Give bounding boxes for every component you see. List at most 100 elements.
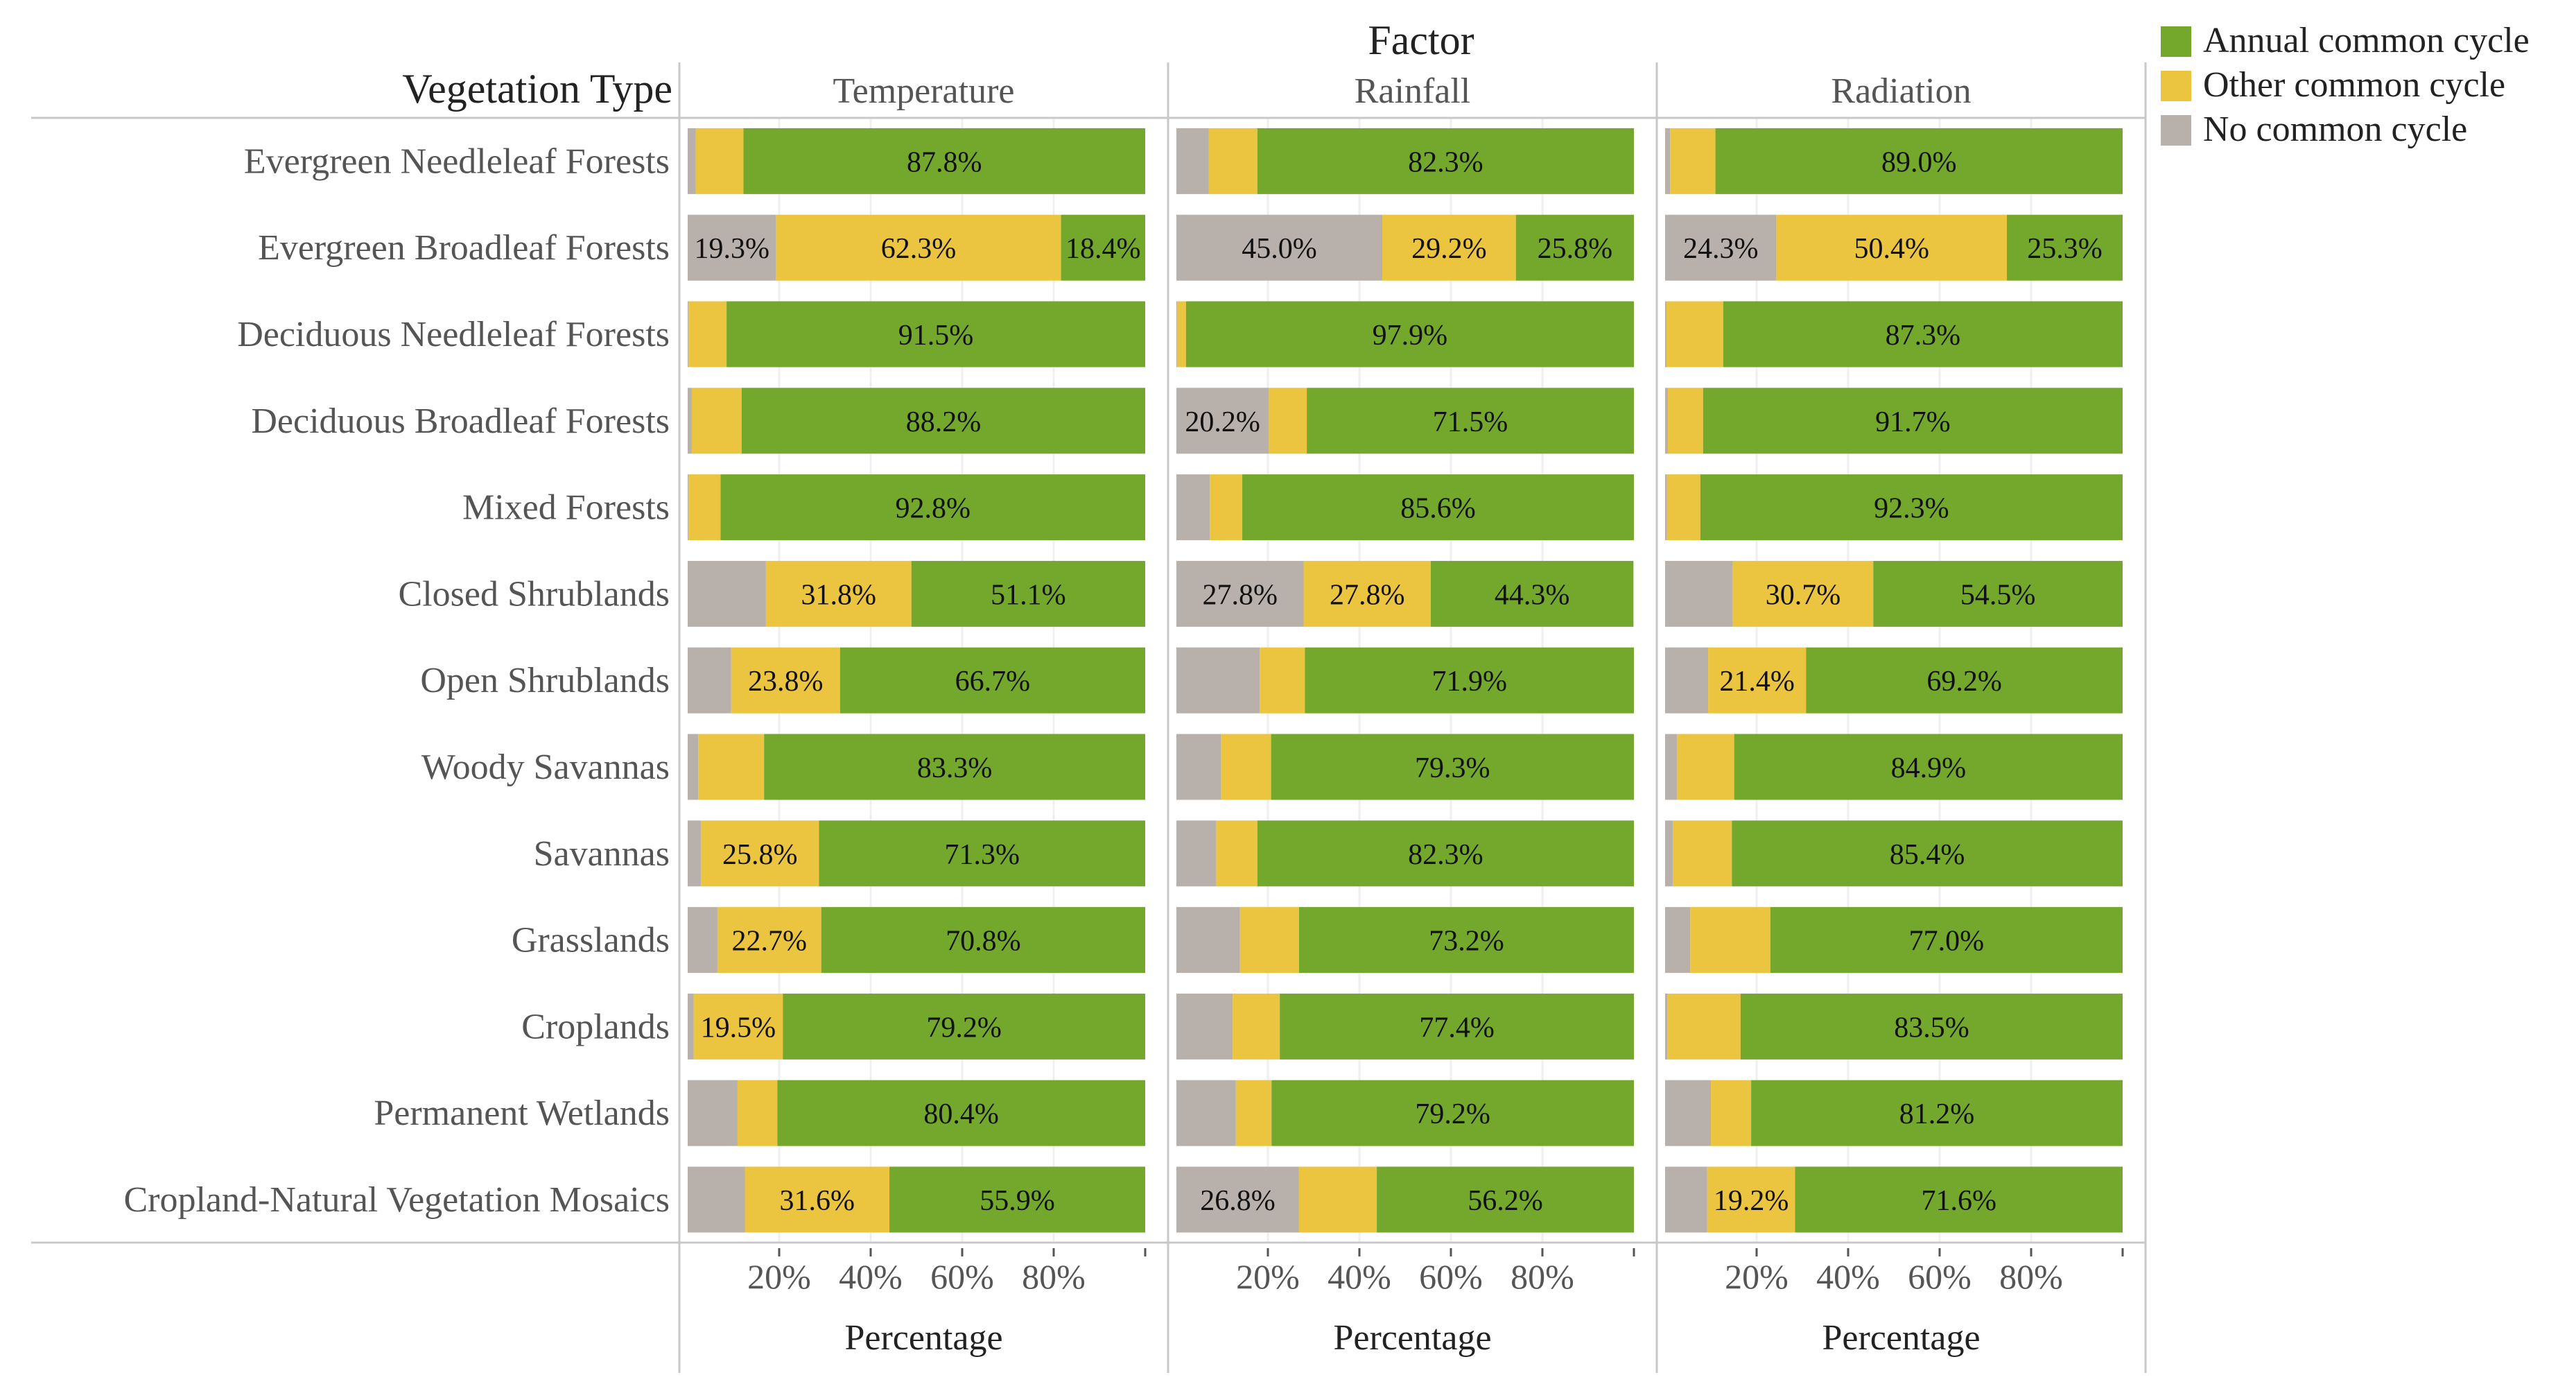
bar-radiation-no-common-cycle-grasslands (1665, 907, 1691, 974)
data-label-temperature-annual-common-cycle: 92.8% (896, 493, 971, 525)
bar-temperature-annual-common-cycle-croplands (783, 993, 1145, 1060)
bar-rainfall-annual-common-cycle-deciduous-broadleaf-forests (1307, 388, 1634, 454)
data-label-radiation-annual-common-cycle: 92.3% (1874, 493, 1949, 525)
bar-rainfall-other-common-cycle-woody-savannas (1221, 734, 1271, 800)
bar-rainfall-no-common-cycle-deciduous-broadleaf-forests (1176, 388, 1269, 454)
data-label-rainfall-annual-common-cycle: 82.3% (1408, 839, 1483, 871)
data-label-temperature-other-common-cycle: 62.3% (881, 233, 957, 265)
bar-radiation-no-common-cycle-deciduous-broadleaf-forests (1665, 388, 1668, 454)
legend-label-no-common-cycle: No common cycle (2203, 110, 2467, 149)
bar-rainfall-annual-common-cycle-open-shrublands (1305, 647, 1634, 714)
bar-radiation-other-common-cycle-deciduous-broadleaf-forests (1667, 388, 1703, 454)
bar-rainfall-other-common-cycle-open-shrublands (1260, 647, 1305, 714)
bar-temperature-no-common-cycle-croplands (688, 993, 694, 1060)
bar-radiation-other-common-cycle-open-shrublands (1708, 647, 1807, 714)
x-axis-label-rainfall: Percentage (1333, 1318, 1491, 1358)
bar-radiation-no-common-cycle-savannas (1665, 820, 1673, 887)
bar-temperature-no-common-cycle-closed-shrublands (688, 560, 766, 627)
data-label-temperature-annual-common-cycle: 70.8% (946, 926, 1021, 958)
data-label-radiation-annual-common-cycle: 69.2% (1926, 666, 2002, 698)
data-label-temperature-annual-common-cycle: 66.7% (955, 666, 1031, 698)
category-label-croplands: Croplands (521, 1007, 670, 1046)
bar-radiation-annual-common-cycle-evergreen-needleleaf-forests (1715, 128, 2123, 194)
bar-temperature-annual-common-cycle-mixed-forests (720, 474, 1145, 541)
data-label-temperature-annual-common-cycle: 88.2% (906, 406, 982, 438)
data-label-radiation-other-common-cycle: 21.4% (1719, 666, 1795, 698)
bar-rainfall-no-common-cycle-open-shrublands (1176, 647, 1260, 714)
bar-temperature-annual-common-cycle-savannas (819, 820, 1145, 887)
data-label-radiation-annual-common-cycle: 54.5% (1960, 579, 2036, 611)
data-label-temperature-annual-common-cycle: 79.2% (926, 1012, 1002, 1044)
x-tick-label: 20% (747, 1257, 811, 1296)
chart-title: Factor (1368, 17, 1474, 63)
x-tick-label: 60% (930, 1257, 994, 1296)
data-label-temperature-other-common-cycle: 23.8% (748, 666, 824, 698)
data-label-radiation-annual-common-cycle: 87.3% (1886, 320, 1961, 352)
data-label-rainfall-no-common-cycle: 27.8% (1202, 579, 1278, 611)
data-label-radiation-annual-common-cycle: 84.9% (1891, 752, 1967, 784)
bar-temperature-no-common-cycle-woody-savannas (688, 734, 699, 800)
data-label-rainfall-annual-common-cycle: 79.3% (1415, 752, 1490, 784)
data-label-radiation-annual-common-cycle: 77.0% (1909, 926, 1985, 958)
bar-radiation-other-common-cycle-permanent-wetlands (1711, 1080, 1752, 1146)
data-label-temperature-annual-common-cycle: 87.8% (907, 146, 982, 178)
bar-temperature-no-common-cycle-savannas (688, 820, 702, 887)
bar-temperature-other-common-cycle-savannas (701, 820, 819, 887)
bar-radiation-other-common-cycle-evergreen-broadleaf-forests (1776, 214, 2008, 281)
category-label-deciduous-needleleaf-forests: Deciduous Needleleaf Forests (237, 315, 670, 354)
bar-radiation-other-common-cycle-cropland-natural-vegetation-mosaics (1707, 1166, 1795, 1233)
bar-radiation-annual-common-cycle-grasslands (1770, 907, 2123, 974)
data-label-temperature-other-common-cycle: 31.6% (780, 1185, 855, 1217)
bar-radiation-annual-common-cycle-permanent-wetlands (1751, 1080, 2123, 1146)
bar-radiation-annual-common-cycle-deciduous-broadleaf-forests (1703, 388, 2123, 454)
bar-temperature-other-common-cycle-cropland-natural-vegetation-mosaics (745, 1166, 890, 1233)
bar-radiation-annual-common-cycle-open-shrublands (1806, 647, 2123, 714)
bar-temperature-annual-common-cycle-open-shrublands (839, 647, 1145, 714)
bar-rainfall-other-common-cycle-closed-shrublands (1303, 560, 1431, 627)
x-axis-label-radiation: Percentage (1822, 1318, 1980, 1358)
bar-rainfall-no-common-cycle-evergreen-needleleaf-forests (1176, 128, 1209, 194)
x-tick-label: 80% (1022, 1257, 1086, 1296)
data-label-radiation-other-common-cycle: 19.2% (1714, 1185, 1789, 1217)
data-label-temperature-annual-common-cycle: 91.5% (898, 320, 974, 352)
data-label-temperature-other-common-cycle: 22.7% (732, 926, 808, 958)
data-label-rainfall-annual-common-cycle: 82.3% (1408, 146, 1483, 178)
facet-title-temperature: Temperature (833, 71, 1015, 111)
data-label-radiation-annual-common-cycle: 91.7% (1875, 406, 1951, 438)
bar-rainfall-no-common-cycle-cropland-natural-vegetation-mosaics (1176, 1166, 1299, 1233)
bar-temperature-annual-common-cycle-grasslands (821, 907, 1145, 974)
category-label-savannas: Savannas (534, 834, 670, 874)
bar-rainfall-annual-common-cycle-grasslands (1298, 907, 1634, 974)
bar-temperature-other-common-cycle-open-shrublands (731, 647, 840, 714)
frame-layer (31, 62, 2147, 1373)
bar-radiation-annual-common-cycle-croplands (1740, 993, 2123, 1060)
x-tick-label: 20% (1725, 1257, 1789, 1296)
data-label-temperature-annual-common-cycle: 80.4% (923, 1098, 999, 1130)
category-label-evergreen-needleleaf-forests: Evergreen Needleleaf Forests (244, 141, 670, 181)
data-label-temperature-annual-common-cycle: 71.3% (944, 839, 1020, 871)
data-label-rainfall-other-common-cycle: 27.8% (1330, 579, 1405, 611)
bar-temperature-other-common-cycle-closed-shrublands (765, 560, 912, 627)
x-tick-label: 80% (1511, 1257, 1574, 1296)
bar-rainfall-other-common-cycle-deciduous-needleleaf-forests (1177, 301, 1186, 368)
x-tick-label: 40% (1816, 1257, 1880, 1296)
text-layer: Factor Vegetation Type Evergreen Needlel… (123, 17, 2062, 1358)
bar-temperature-annual-common-cycle-permanent-wetlands (777, 1080, 1145, 1146)
bar-rainfall-no-common-cycle-evergreen-broadleaf-forests (1176, 214, 1382, 281)
bar-radiation-no-common-cycle-deciduous-needleleaf-forests (1665, 301, 1666, 368)
data-label-rainfall-annual-common-cycle: 25.8% (1538, 233, 1613, 265)
label-layer: 19.3% 87.8% 62.3% 18.4% 91.5% 88.2% 92.8% 31.8%… (694, 146, 2102, 1217)
data-label-radiation-annual-common-cycle: 25.3% (2027, 233, 2103, 265)
bar-rainfall-annual-common-cycle-deciduous-needleleaf-forests (1185, 301, 1634, 368)
bar-rainfall-annual-common-cycle-evergreen-broadleaf-forests (1515, 214, 1634, 281)
x-tick-label: 40% (839, 1257, 903, 1296)
bar-rainfall-annual-common-cycle-croplands (1280, 993, 1634, 1060)
bar-temperature-other-common-cycle-mixed-forests (688, 474, 721, 541)
legend: Annual common cycle Other common cycle No … (2161, 21, 2530, 149)
bar-rainfall-other-common-cycle-deciduous-broadleaf-forests (1269, 388, 1307, 454)
bar-radiation-no-common-cycle-permanent-wetlands (1665, 1080, 1711, 1146)
bar-temperature-other-common-cycle-grasslands (717, 907, 821, 974)
bar-radiation-other-common-cycle-closed-shrublands (1732, 560, 1874, 627)
category-label-evergreen-broadleaf-forests: Evergreen Broadleaf Forests (258, 228, 670, 268)
x-tick-label: 80% (1999, 1257, 2063, 1296)
